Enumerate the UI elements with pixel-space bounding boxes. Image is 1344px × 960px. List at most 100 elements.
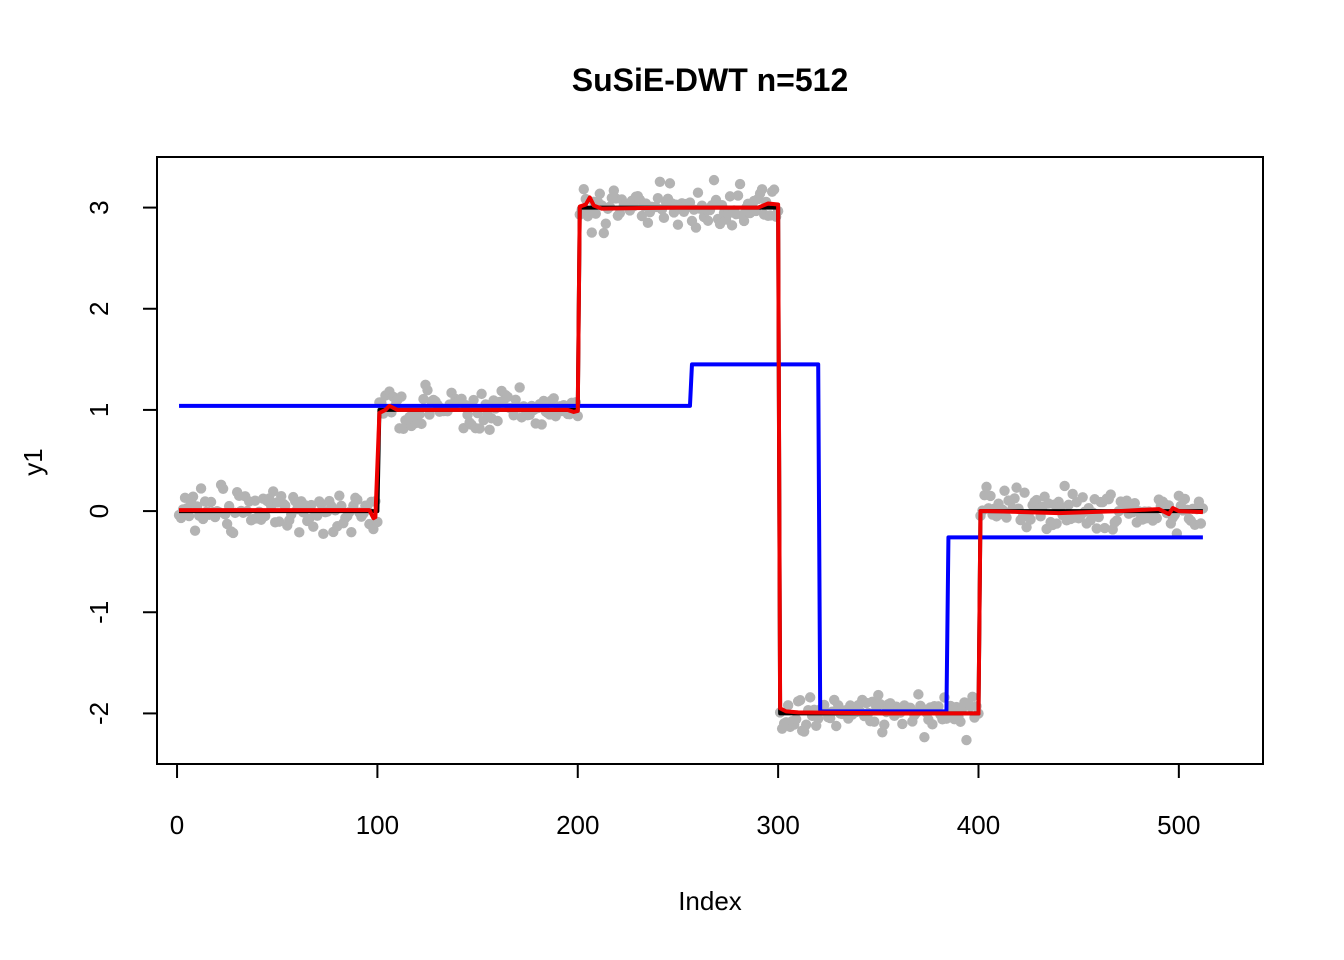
data-point (1025, 514, 1036, 525)
x-tick-label: 400 (957, 810, 1000, 840)
data-point (1063, 499, 1074, 511)
y-axis-label: y1 (18, 448, 48, 475)
data-point (594, 188, 606, 199)
data-point (1179, 493, 1191, 505)
data-point (756, 184, 768, 195)
data-point (724, 191, 736, 202)
data-point (768, 184, 780, 195)
data-point (875, 698, 886, 710)
x-axis: 0 100 200 300 400 500 (170, 763, 1201, 840)
data-point (608, 185, 620, 196)
y-tick-label: 1 (84, 403, 114, 417)
x-tick-label: 300 (756, 810, 799, 840)
data-point (600, 218, 612, 229)
data-point (484, 424, 495, 436)
data-point (189, 525, 201, 536)
data-point (1077, 492, 1088, 503)
y-tick-label: 2 (84, 302, 114, 316)
data-point (598, 227, 610, 239)
data-point (933, 701, 944, 712)
data-point (800, 719, 812, 730)
data-point (1051, 518, 1062, 529)
data-point (249, 495, 261, 506)
data-point (422, 384, 433, 396)
data-point (586, 227, 597, 238)
x-axis-label: Index (678, 886, 742, 916)
data-point (1105, 489, 1116, 500)
data-point (692, 187, 704, 198)
series-line-1 (179, 205, 1203, 716)
data-point (536, 419, 547, 430)
data-point (1031, 494, 1042, 506)
data-point (1129, 497, 1140, 509)
data-point (590, 208, 601, 219)
data-point (1099, 522, 1110, 534)
data-point (919, 731, 930, 743)
data-point (318, 528, 329, 540)
data-point (1195, 518, 1207, 529)
x-tick-label: 100 (356, 810, 399, 840)
data-point (955, 716, 966, 727)
data-point (259, 510, 271, 522)
data-point (658, 212, 670, 224)
data-point (424, 409, 435, 420)
y-axis: -2 -1 0 1 2 3 (84, 200, 158, 725)
data-point (492, 415, 503, 427)
data-point (734, 178, 746, 190)
data-point (227, 527, 239, 539)
data-point (726, 220, 738, 231)
data-point (508, 410, 519, 421)
data-point (869, 716, 880, 727)
x-tick-label: 500 (1157, 810, 1200, 840)
data-point (175, 512, 187, 524)
data-point (999, 485, 1010, 496)
data-point (702, 215, 714, 226)
data-point (476, 388, 487, 400)
plot-frame (156, 156, 1264, 765)
data-point (510, 394, 521, 406)
data-point (1059, 480, 1070, 492)
data-point (468, 394, 479, 406)
data-point (418, 393, 429, 405)
data-point (1067, 488, 1078, 500)
y-tick-label: -2 (84, 702, 114, 725)
series-line-2 (179, 362, 1203, 714)
data-point (614, 207, 626, 219)
data-point (502, 391, 513, 403)
data-point (812, 713, 824, 724)
data-point (1093, 511, 1104, 523)
x-tick-label: 0 (170, 810, 184, 840)
data-point (961, 734, 972, 746)
data-point (985, 490, 996, 502)
data-point (636, 210, 648, 222)
data-point (794, 695, 806, 706)
data-point (396, 391, 407, 402)
data-point (538, 395, 549, 407)
data-point (274, 516, 285, 527)
data-point (268, 486, 279, 497)
data-point (790, 714, 802, 725)
data-point (352, 494, 363, 505)
data-point (1091, 523, 1102, 534)
data-point (1011, 482, 1022, 493)
data-point (732, 190, 744, 201)
data-point (664, 178, 676, 189)
x-tick-label: 200 (556, 810, 599, 840)
data-point (642, 217, 654, 229)
data-point (308, 521, 319, 532)
data-point (708, 174, 720, 186)
data-point (967, 691, 978, 703)
data-point (548, 393, 559, 404)
data-point (578, 184, 589, 195)
data-point (205, 496, 217, 508)
data-point (316, 498, 327, 510)
data-point (981, 481, 992, 493)
data-point (652, 192, 664, 204)
data-point (1111, 515, 1122, 526)
data-point (187, 491, 199, 502)
data-point (1021, 521, 1032, 533)
data-point (690, 222, 702, 233)
y-tick-label: 3 (84, 200, 114, 214)
data-point (873, 689, 884, 701)
data-point (738, 215, 750, 227)
